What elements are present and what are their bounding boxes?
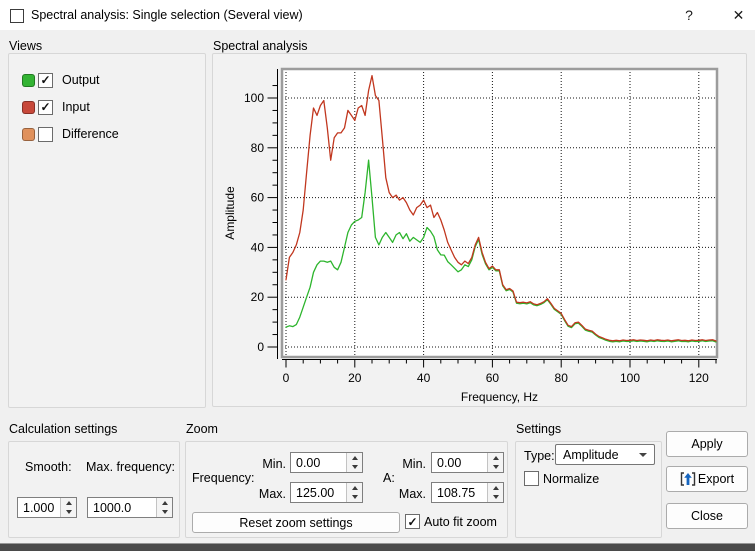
series-label: Difference (62, 127, 119, 141)
normalize-label: Normalize (543, 472, 600, 486)
svg-text:60: 60 (251, 191, 265, 205)
reset-zoom-button-label: Reset zoom settings (239, 515, 353, 530)
smooth-spinbox[interactable] (17, 497, 77, 518)
spin-up-button[interactable] (347, 483, 362, 493)
spin-up-button[interactable] (157, 498, 172, 508)
svg-text:40: 40 (251, 240, 265, 254)
a-min-spinbox[interactable] (431, 452, 504, 473)
spin-up-button[interactable] (347, 453, 362, 463)
spin-down-button[interactable] (61, 508, 76, 518)
spin-down-button[interactable] (347, 463, 362, 473)
zoom-group-label: Zoom (186, 422, 218, 436)
spectral-group-label: Spectral analysis (213, 39, 308, 53)
series-visibility-checkbox[interactable]: ✓ (38, 72, 53, 88)
type-label: Type: (524, 449, 555, 463)
svg-text:80: 80 (251, 141, 265, 155)
smooth-spinner (60, 498, 76, 517)
spin-up-button[interactable] (61, 498, 76, 508)
a-max-label: Max. (398, 487, 426, 501)
freq-min-input[interactable] (291, 453, 346, 472)
svg-text:40: 40 (417, 371, 431, 385)
svg-text:100: 100 (620, 371, 640, 385)
spin-down-button[interactable] (347, 493, 362, 503)
freq-min-spinbox[interactable] (290, 452, 363, 473)
svg-text:Amplitude: Amplitude (223, 186, 237, 240)
window-icon (10, 9, 24, 23)
series-label: Output (62, 73, 100, 87)
view-row-output: ✓ Output (22, 66, 100, 94)
spin-down-button[interactable] (488, 463, 503, 473)
freq-min-label: Min. (262, 457, 286, 471)
export-button[interactable]: Export (666, 466, 748, 492)
a-max-input[interactable] (432, 483, 487, 502)
svg-text:80: 80 (555, 371, 569, 385)
close-icon: ✕ (732, 7, 745, 23)
svg-text:0: 0 (283, 371, 290, 385)
max-frequency-input[interactable] (88, 498, 156, 517)
normalize-checkbox[interactable] (524, 471, 539, 486)
a-min-label: Min. (402, 457, 426, 471)
auto-fit-zoom-label: Auto fit zoom (424, 515, 497, 529)
max-frequency-spinbox[interactable] (87, 497, 173, 518)
close-window-button[interactable]: ✕ (722, 0, 755, 30)
svg-text:120: 120 (689, 371, 709, 385)
max-frequency-label: Max. frequency: (86, 460, 175, 474)
apply-button-label: Apply (691, 437, 723, 451)
spin-up-button[interactable] (488, 453, 503, 463)
svg-text:0: 0 (257, 340, 264, 354)
svg-text:100: 100 (244, 91, 264, 105)
freq-max-label: Max. (258, 487, 286, 501)
help-button[interactable]: ? (676, 0, 702, 30)
export-icon (680, 472, 696, 486)
export-button-label: Export (697, 472, 735, 486)
smooth-label: Smooth: (25, 460, 72, 474)
a-min-input[interactable] (432, 453, 487, 472)
a-min-spinner (487, 453, 503, 472)
series-color-swatch[interactable] (22, 100, 35, 114)
calculation-group-label: Calculation settings (9, 422, 118, 436)
spectral-chart[interactable]: 0 20 40 60 80 100 120 0 20 40 60 80 100 Frequency, Hz… (212, 53, 747, 407)
view-row-difference: Difference (22, 120, 119, 148)
freq-max-spinner (346, 483, 362, 502)
frequency-label: Frequency: (192, 471, 255, 485)
window-title: Spectral analysis: Single selection (Sev… (31, 8, 303, 22)
background-window-edge (0, 543, 755, 551)
chevron-down-icon (639, 453, 647, 457)
views-group-label: Views (9, 39, 43, 53)
type-dropdown-value: Amplitude (563, 447, 619, 462)
spin-down-button[interactable] (157, 508, 172, 518)
series-visibility-checkbox[interactable]: ✓ (38, 99, 53, 115)
settings-group-label: Settings (516, 422, 562, 436)
series-color-swatch[interactable] (22, 127, 35, 141)
freq-max-input[interactable] (291, 483, 346, 502)
series-visibility-checkbox[interactable] (38, 126, 53, 142)
views-group: ✓ Output ✓ Input Difference (8, 53, 206, 408)
spin-down-button[interactable] (488, 493, 503, 503)
view-row-input: ✓ Input (22, 93, 90, 121)
svg-text:60: 60 (486, 371, 500, 385)
svg-text:Frequency, Hz: Frequency, Hz (461, 390, 538, 404)
series-label: Input (62, 100, 90, 114)
a-max-spinbox[interactable] (431, 482, 504, 503)
type-dropdown[interactable]: Amplitude (555, 444, 655, 465)
svg-text:20: 20 (348, 371, 362, 385)
a-max-spinner (487, 483, 503, 502)
freq-max-spinbox[interactable] (290, 482, 363, 503)
spin-up-button[interactable] (488, 483, 503, 493)
svg-text:20: 20 (251, 290, 265, 304)
series-color-swatch[interactable] (22, 73, 35, 87)
apply-button[interactable]: Apply (666, 431, 748, 457)
reset-zoom-button[interactable]: Reset zoom settings (192, 512, 400, 533)
smooth-input[interactable] (18, 498, 60, 517)
help-icon: ? (685, 7, 693, 23)
calculation-group (8, 441, 180, 538)
auto-fit-zoom-checkbox[interactable]: ✓ (405, 514, 420, 529)
freq-min-spinner (346, 453, 362, 472)
title-bar: Spectral analysis: Single selection (Sev… (0, 0, 755, 30)
max-frequency-spinner (156, 498, 172, 517)
close-button[interactable]: Close (666, 503, 748, 529)
amplitude-axis-label: A: (383, 471, 395, 485)
close-button-label: Close (691, 509, 723, 523)
